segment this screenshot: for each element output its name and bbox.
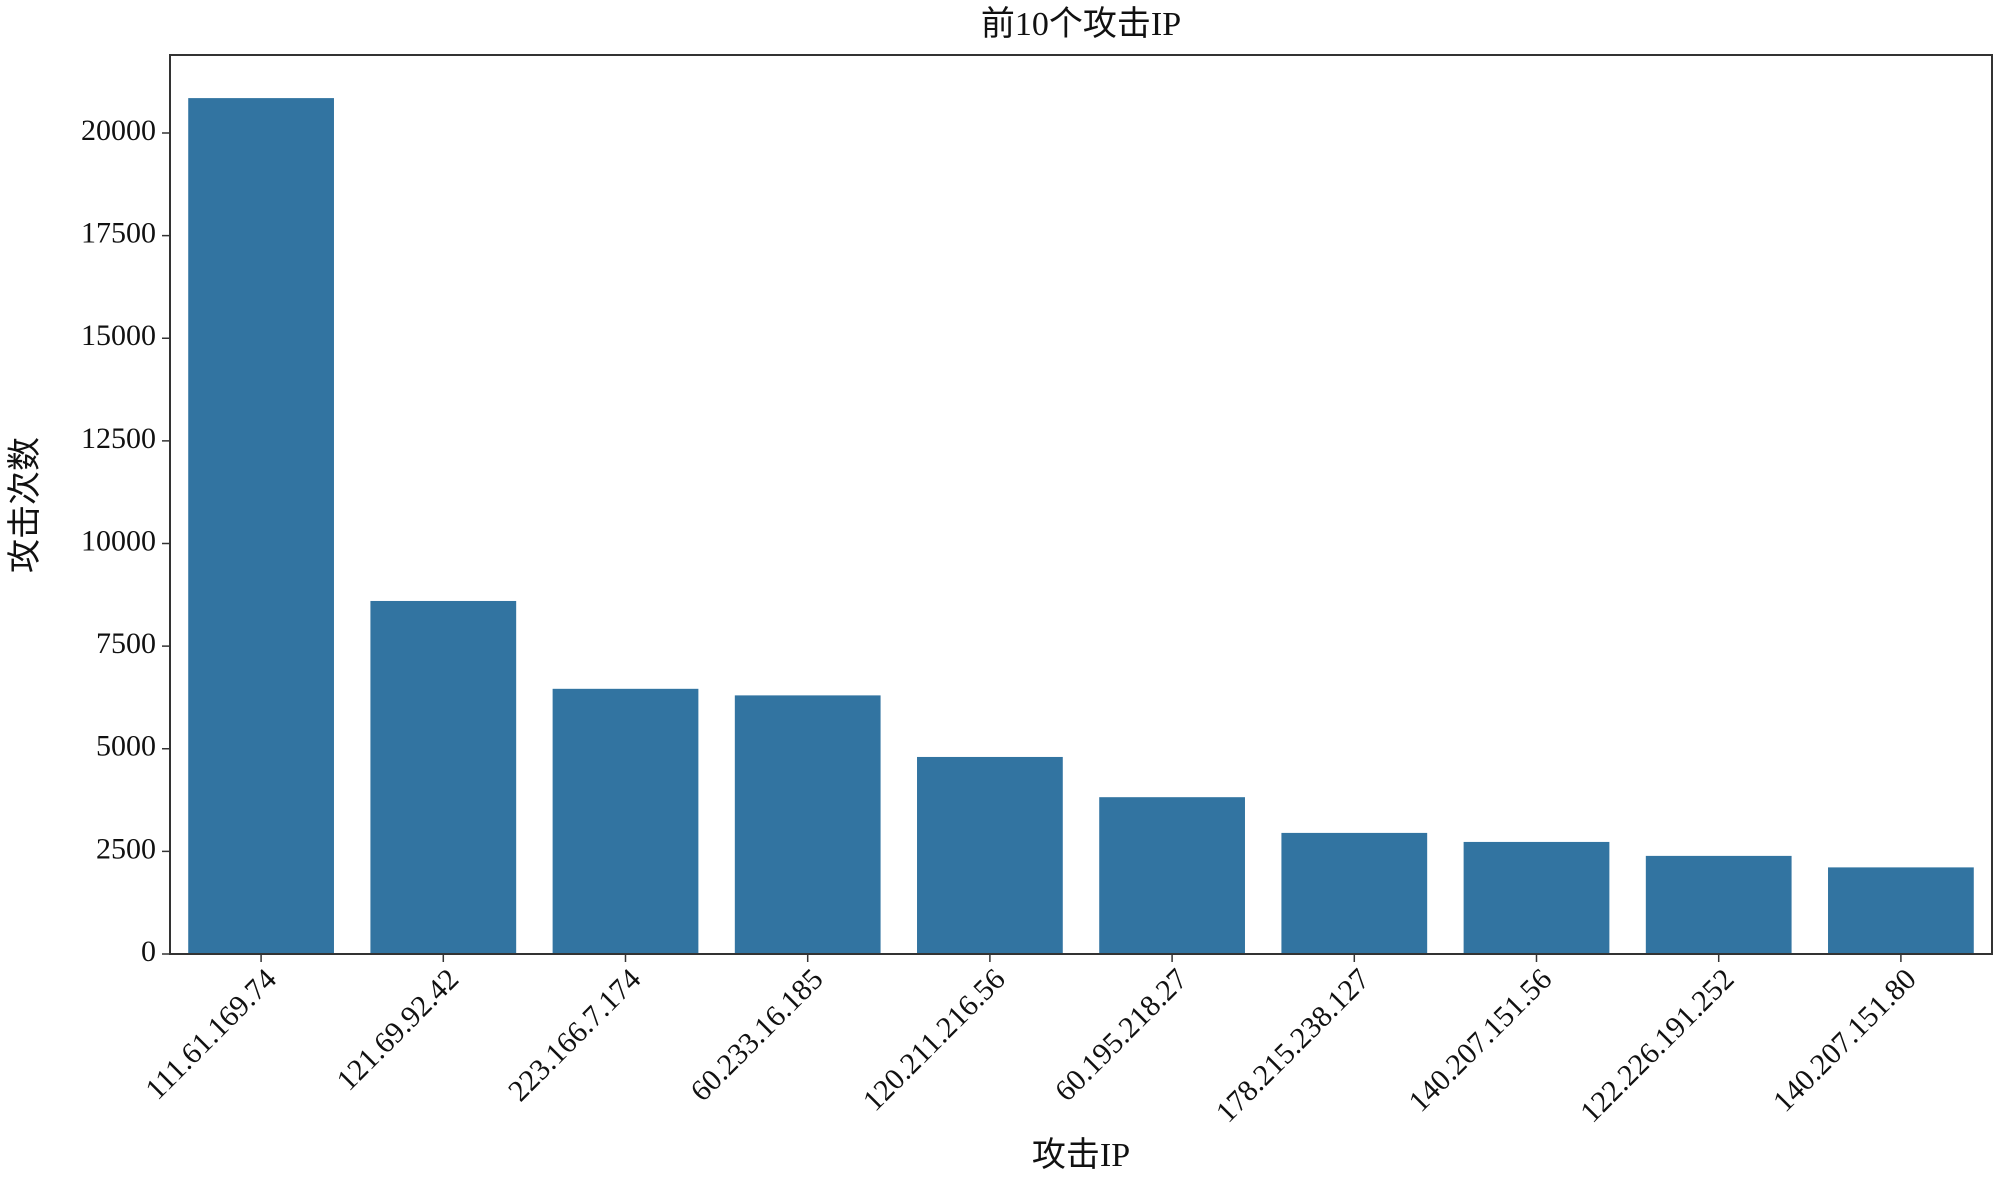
bar	[1281, 832, 1428, 954]
plot-frame	[169, 54, 1993, 955]
x-tick-label: 178.215.238.127	[1210, 962, 1377, 1129]
y-tick-label: 5000	[96, 730, 156, 763]
bar	[1099, 797, 1245, 954]
bar	[917, 756, 1063, 954]
bar	[188, 98, 334, 955]
y-tick-label: 2500	[96, 832, 156, 865]
x-tick-label: 223.166.7.174	[502, 962, 647, 1107]
bar	[370, 600, 517, 954]
y-tick-label: 7500	[96, 627, 156, 660]
bar	[1645, 855, 1792, 954]
y-axis-label: 攻击次数	[6, 437, 44, 573]
y-tick-label: 12500	[81, 422, 156, 455]
x-tick-label: 60.233.16.185	[684, 962, 829, 1107]
x-tick-label: 120.211.216.56	[857, 962, 1012, 1117]
x-tick-label: 60.195.218.27	[1049, 962, 1194, 1107]
x-tick-label: 111.61.169.74	[139, 962, 283, 1106]
x-axis-label: 攻击IP	[1032, 1136, 1130, 1174]
y-tick-label: 10000	[81, 524, 156, 557]
x-tick-label: 122.226.191.252	[1574, 962, 1741, 1129]
chart-title: 前10个攻击IP	[981, 5, 1181, 43]
y-tick-label: 20000	[81, 114, 156, 147]
x-tick-label: 140.207.151.80	[1767, 962, 1923, 1118]
y-tick-label: 17500	[81, 217, 156, 250]
y-tick-label: 15000	[81, 319, 156, 352]
bar	[552, 688, 699, 954]
bar	[734, 695, 881, 954]
bar	[1828, 867, 1974, 954]
x-tick-label: 140.207.151.56	[1402, 962, 1558, 1118]
bar	[1463, 841, 1610, 954]
x-tick-label: 121.69.92.42	[330, 962, 465, 1097]
y-tick-label: 0	[141, 935, 156, 968]
